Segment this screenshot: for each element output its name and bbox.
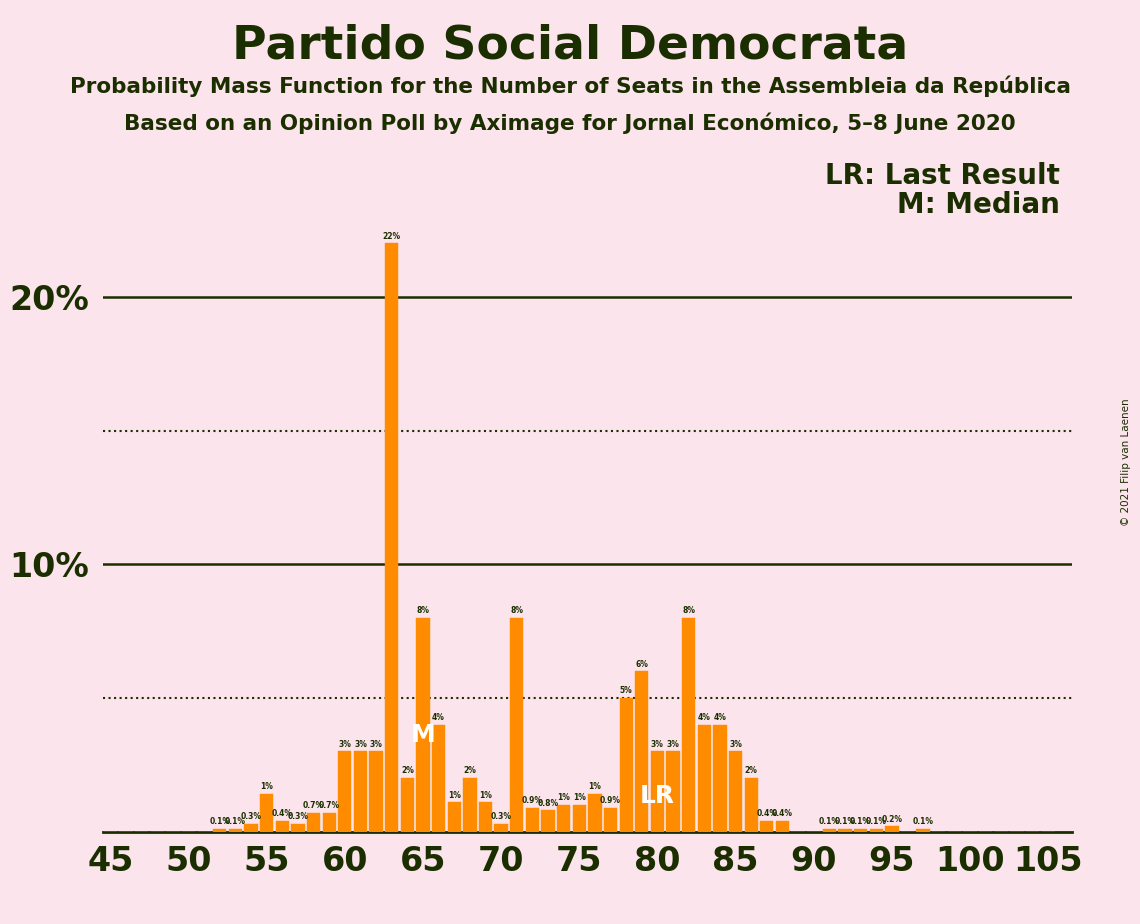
Text: 22%: 22%	[383, 232, 401, 241]
Bar	[698, 724, 711, 832]
Text: 1%: 1%	[557, 793, 570, 802]
Text: 8%: 8%	[511, 606, 523, 615]
Text: 0.1%: 0.1%	[210, 817, 230, 826]
Text: 3%: 3%	[355, 740, 367, 748]
Bar	[244, 823, 258, 832]
Bar	[526, 808, 539, 832]
Text: 3%: 3%	[730, 740, 742, 748]
Bar	[369, 751, 383, 832]
Text: 5%: 5%	[620, 687, 633, 695]
Bar	[432, 724, 446, 832]
Text: 0.4%: 0.4%	[271, 809, 293, 819]
Text: 3%: 3%	[651, 740, 663, 748]
Bar	[479, 802, 492, 832]
Bar	[838, 829, 852, 832]
Text: 3%: 3%	[339, 740, 351, 748]
Text: 0.8%: 0.8%	[537, 798, 559, 808]
Text: 0.4%: 0.4%	[756, 809, 777, 819]
Text: Based on an Opinion Poll by Aximage for Jornal Económico, 5–8 June 2020: Based on an Opinion Poll by Aximage for …	[124, 113, 1016, 134]
Text: 0.1%: 0.1%	[913, 817, 934, 826]
Bar	[292, 823, 304, 832]
Bar	[401, 778, 414, 832]
Text: 2%: 2%	[401, 766, 414, 775]
Text: 1%: 1%	[260, 783, 274, 792]
Bar	[448, 802, 461, 832]
Bar	[385, 243, 398, 832]
Text: 8%: 8%	[682, 606, 695, 615]
Text: 0.9%: 0.9%	[522, 796, 543, 805]
Bar	[416, 618, 430, 832]
Bar	[619, 698, 633, 832]
Text: M: M	[410, 723, 435, 748]
Bar	[917, 829, 930, 832]
Bar	[463, 778, 477, 832]
Text: 1%: 1%	[448, 791, 461, 799]
Bar	[886, 826, 898, 832]
Bar	[870, 829, 882, 832]
Text: 4%: 4%	[714, 713, 726, 722]
Text: 1%: 1%	[479, 791, 492, 799]
Text: 0.2%: 0.2%	[881, 815, 903, 823]
Text: 0.1%: 0.1%	[834, 817, 855, 826]
Text: 0.1%: 0.1%	[819, 817, 840, 826]
Bar	[728, 751, 742, 832]
Text: LR: LR	[640, 784, 675, 808]
Text: 4%: 4%	[432, 713, 445, 722]
Bar	[635, 671, 649, 832]
Text: 0.3%: 0.3%	[287, 812, 309, 821]
Bar	[572, 805, 586, 832]
Bar	[495, 823, 507, 832]
Text: 2%: 2%	[464, 766, 477, 775]
Bar	[276, 821, 288, 832]
Bar	[854, 829, 868, 832]
Text: 3%: 3%	[667, 740, 679, 748]
Text: 0.9%: 0.9%	[600, 796, 621, 805]
Bar	[604, 808, 617, 832]
Text: 0.7%: 0.7%	[303, 801, 324, 810]
Text: 6%: 6%	[635, 660, 649, 668]
Bar	[744, 778, 758, 832]
Bar	[760, 821, 773, 832]
Bar	[557, 805, 570, 832]
Bar	[667, 751, 679, 832]
Bar	[323, 813, 336, 832]
Bar	[510, 618, 523, 832]
Bar	[353, 751, 367, 832]
Text: 8%: 8%	[416, 606, 430, 615]
Text: 0.7%: 0.7%	[319, 801, 340, 810]
Bar	[213, 829, 227, 832]
Bar	[588, 794, 602, 832]
Text: © 2021 Filip van Laenen: © 2021 Filip van Laenen	[1121, 398, 1131, 526]
Bar	[307, 813, 320, 832]
Text: 0.4%: 0.4%	[772, 809, 793, 819]
Text: 2%: 2%	[744, 766, 758, 775]
Text: 4%: 4%	[698, 713, 710, 722]
Text: 0.3%: 0.3%	[490, 812, 512, 821]
Text: 1%: 1%	[588, 783, 602, 792]
Bar	[714, 724, 726, 832]
Bar	[651, 751, 665, 832]
Text: 1%: 1%	[572, 793, 586, 802]
Text: 0.1%: 0.1%	[850, 817, 871, 826]
Bar	[339, 751, 351, 832]
Bar	[260, 794, 274, 832]
Text: LR: Last Result: LR: Last Result	[825, 162, 1060, 189]
Bar	[682, 618, 695, 832]
Bar	[823, 829, 836, 832]
Bar	[776, 821, 789, 832]
Text: 0.1%: 0.1%	[865, 817, 887, 826]
Bar	[229, 829, 242, 832]
Text: 0.1%: 0.1%	[225, 817, 246, 826]
Text: Probability Mass Function for the Number of Seats in the Assembleia da República: Probability Mass Function for the Number…	[70, 76, 1070, 97]
Bar	[542, 810, 555, 832]
Text: M: Median: M: Median	[897, 191, 1060, 219]
Text: Partido Social Democrata: Partido Social Democrata	[231, 23, 909, 68]
Text: 3%: 3%	[369, 740, 383, 748]
Text: 0.3%: 0.3%	[241, 812, 261, 821]
